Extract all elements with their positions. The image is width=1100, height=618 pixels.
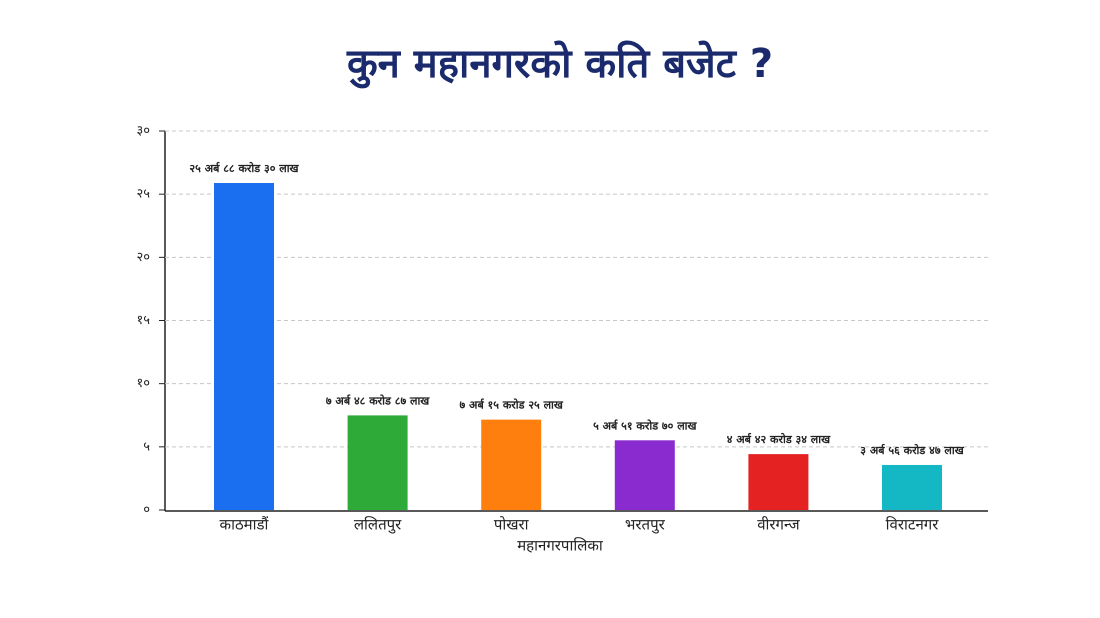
y-tick-label: ५ — [143, 439, 150, 454]
bar — [882, 464, 942, 510]
x-tick-label: पोखरा — [494, 516, 530, 534]
bar — [481, 419, 542, 510]
y-tick-label: २५ — [136, 187, 150, 202]
x-tick-label: विराटनगर — [886, 516, 940, 534]
x-tick-label: ललितपुर — [354, 516, 402, 535]
x-tick-label: वीरगन्ज — [757, 516, 800, 534]
y-tick-label: २० — [136, 250, 150, 265]
y-tick-label: ३० — [136, 124, 150, 139]
value-label: ३ अर्ब ५६ करोड ४७ लाख — [860, 443, 964, 457]
value-label: ४ अर्ब ४२ करोड ३४ लाख — [727, 432, 831, 446]
bar — [347, 415, 408, 510]
y-tick-label: १० — [136, 376, 150, 391]
y-tick-label: ० — [143, 503, 150, 518]
value-label: २५ अर्ब ८८ करोड ३० लाख — [189, 161, 299, 175]
x-axis-label: महानगरपालिका — [517, 537, 604, 555]
value-label: ७ अर्ब १५ करोड २५ लाख — [459, 398, 563, 412]
chart-title: कुन महानगरको कति बजेट ? — [346, 40, 773, 89]
value-label: ७ अर्ब ४८ करोड ८७ लाख — [326, 393, 430, 407]
x-tick-label: भरतपुर — [625, 516, 666, 535]
y-tick-label: १५ — [136, 313, 150, 328]
x-tick-label: काठमाडौं — [220, 516, 270, 534]
bar — [214, 183, 274, 511]
value-label: ५ अर्ब ५१ करोड ७० लाख — [593, 418, 697, 432]
bar — [748, 454, 809, 510]
bar — [614, 440, 675, 510]
